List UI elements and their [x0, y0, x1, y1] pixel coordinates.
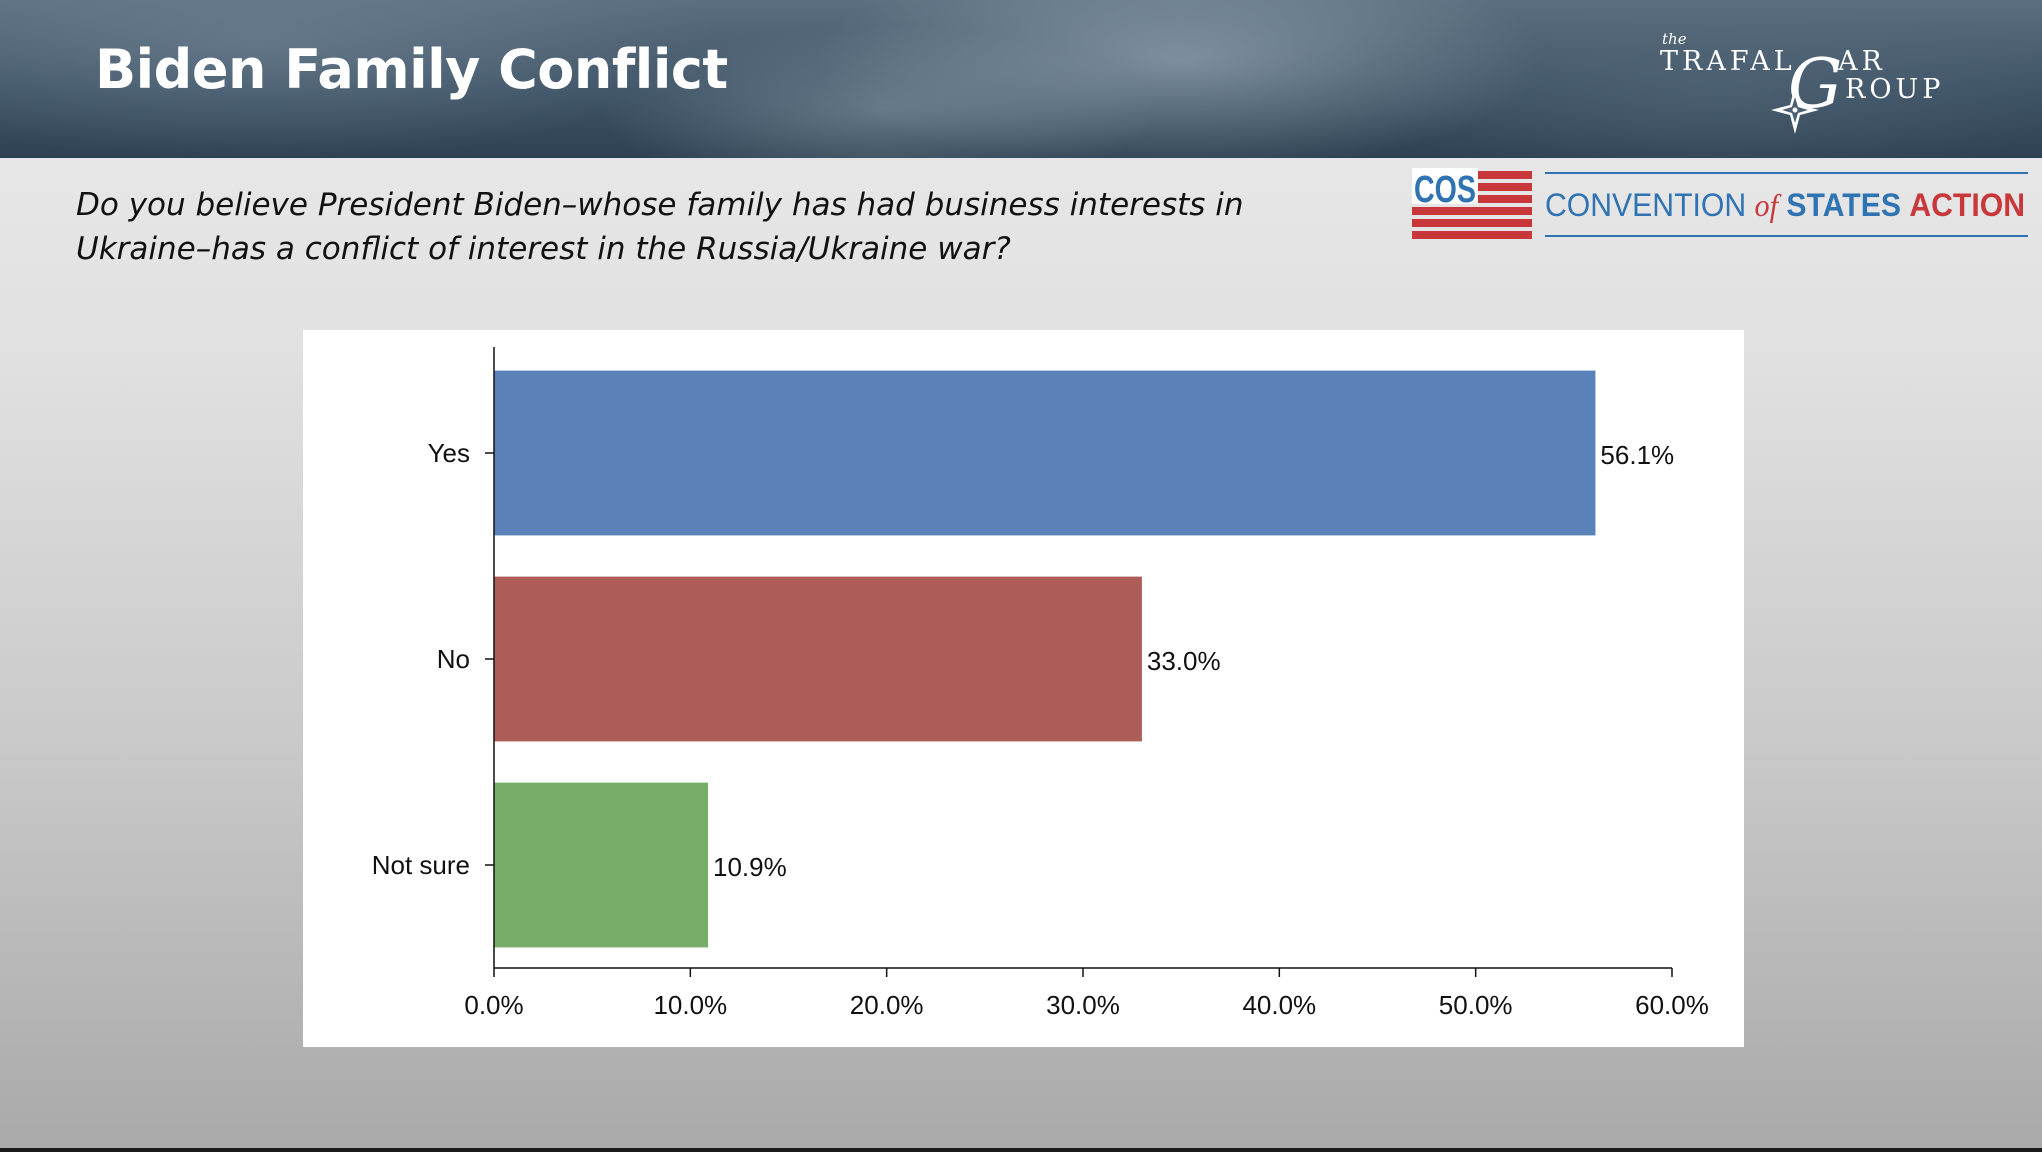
category-label-2: Not sure [372, 850, 470, 880]
cos-name-convention: CONVENTION [1545, 187, 1746, 223]
cos-name-of: of [1755, 187, 1782, 223]
svg-text:CONVENTION of STATES: CONVENTION of STATES ACTION [1545, 187, 2025, 223]
header-banner: Biden Family Conflict the TRAFAL G AR RO… [0, 0, 2042, 158]
bottom-border [0, 1148, 2042, 1152]
trafalgar-logo-line1: TRAFAL [1660, 46, 1796, 77]
x-tick-label-6: 60.0% [1635, 990, 1709, 1020]
x-tick-label-3: 30.0% [1046, 990, 1120, 1020]
page-title: Biden Family Conflict [95, 38, 728, 101]
cos-name-states: STATES [1786, 187, 1901, 223]
cos-flag-icon: COS [1412, 168, 1532, 239]
x-tick-label-2: 20.0% [850, 990, 924, 1020]
x-tick-label-5: 50.0% [1439, 990, 1513, 1020]
value-label-1: 33.0% [1147, 646, 1221, 676]
category-label-0: Yes [428, 438, 470, 468]
survey-question: Do you believe President Biden–whose fam… [76, 183, 1376, 271]
bar-chart: Yes 56.1% No 33.0% Not sure 10.9% 0.0% 10.0% 20.… [372, 347, 1709, 1020]
value-label-2: 10.9% [713, 852, 787, 882]
trafalgar-logo-line2: ROUP [1845, 74, 1944, 105]
cos-mark-text: COS [1414, 169, 1476, 211]
x-tick-label-4: 40.0% [1242, 990, 1316, 1020]
value-label-0: 56.1% [1600, 440, 1674, 470]
x-tick-label-1: 10.0% [653, 990, 727, 1020]
trafalgar-logo-small: the [1662, 30, 1687, 48]
convention-of-states-logo: COS CONVENTION of STATES ACTION [1412, 168, 2028, 239]
question-line-1: Do you believe President Biden–whose fam… [76, 187, 1244, 223]
bar-1 [494, 576, 1142, 742]
chart-panel: Yes 56.1% No 33.0% Not sure 10.9% 0.0% 10.0% 20.… [303, 330, 1744, 1047]
compass-star-icon [1771, 86, 1819, 134]
trafalgar-group-logo: the TRAFAL G AR ROUP [1660, 30, 1944, 134]
x-tick-label-0: 0.0% [464, 990, 523, 1020]
bar-2 [494, 782, 709, 948]
question-line-2: Ukraine–has a conflict of interest in th… [76, 231, 1011, 267]
category-label-1: No [437, 644, 470, 674]
trafalgar-logo-line1-end: AR [1837, 46, 1886, 77]
bar-0 [494, 370, 1596, 536]
cos-name-action: ACTION [1909, 187, 2025, 223]
